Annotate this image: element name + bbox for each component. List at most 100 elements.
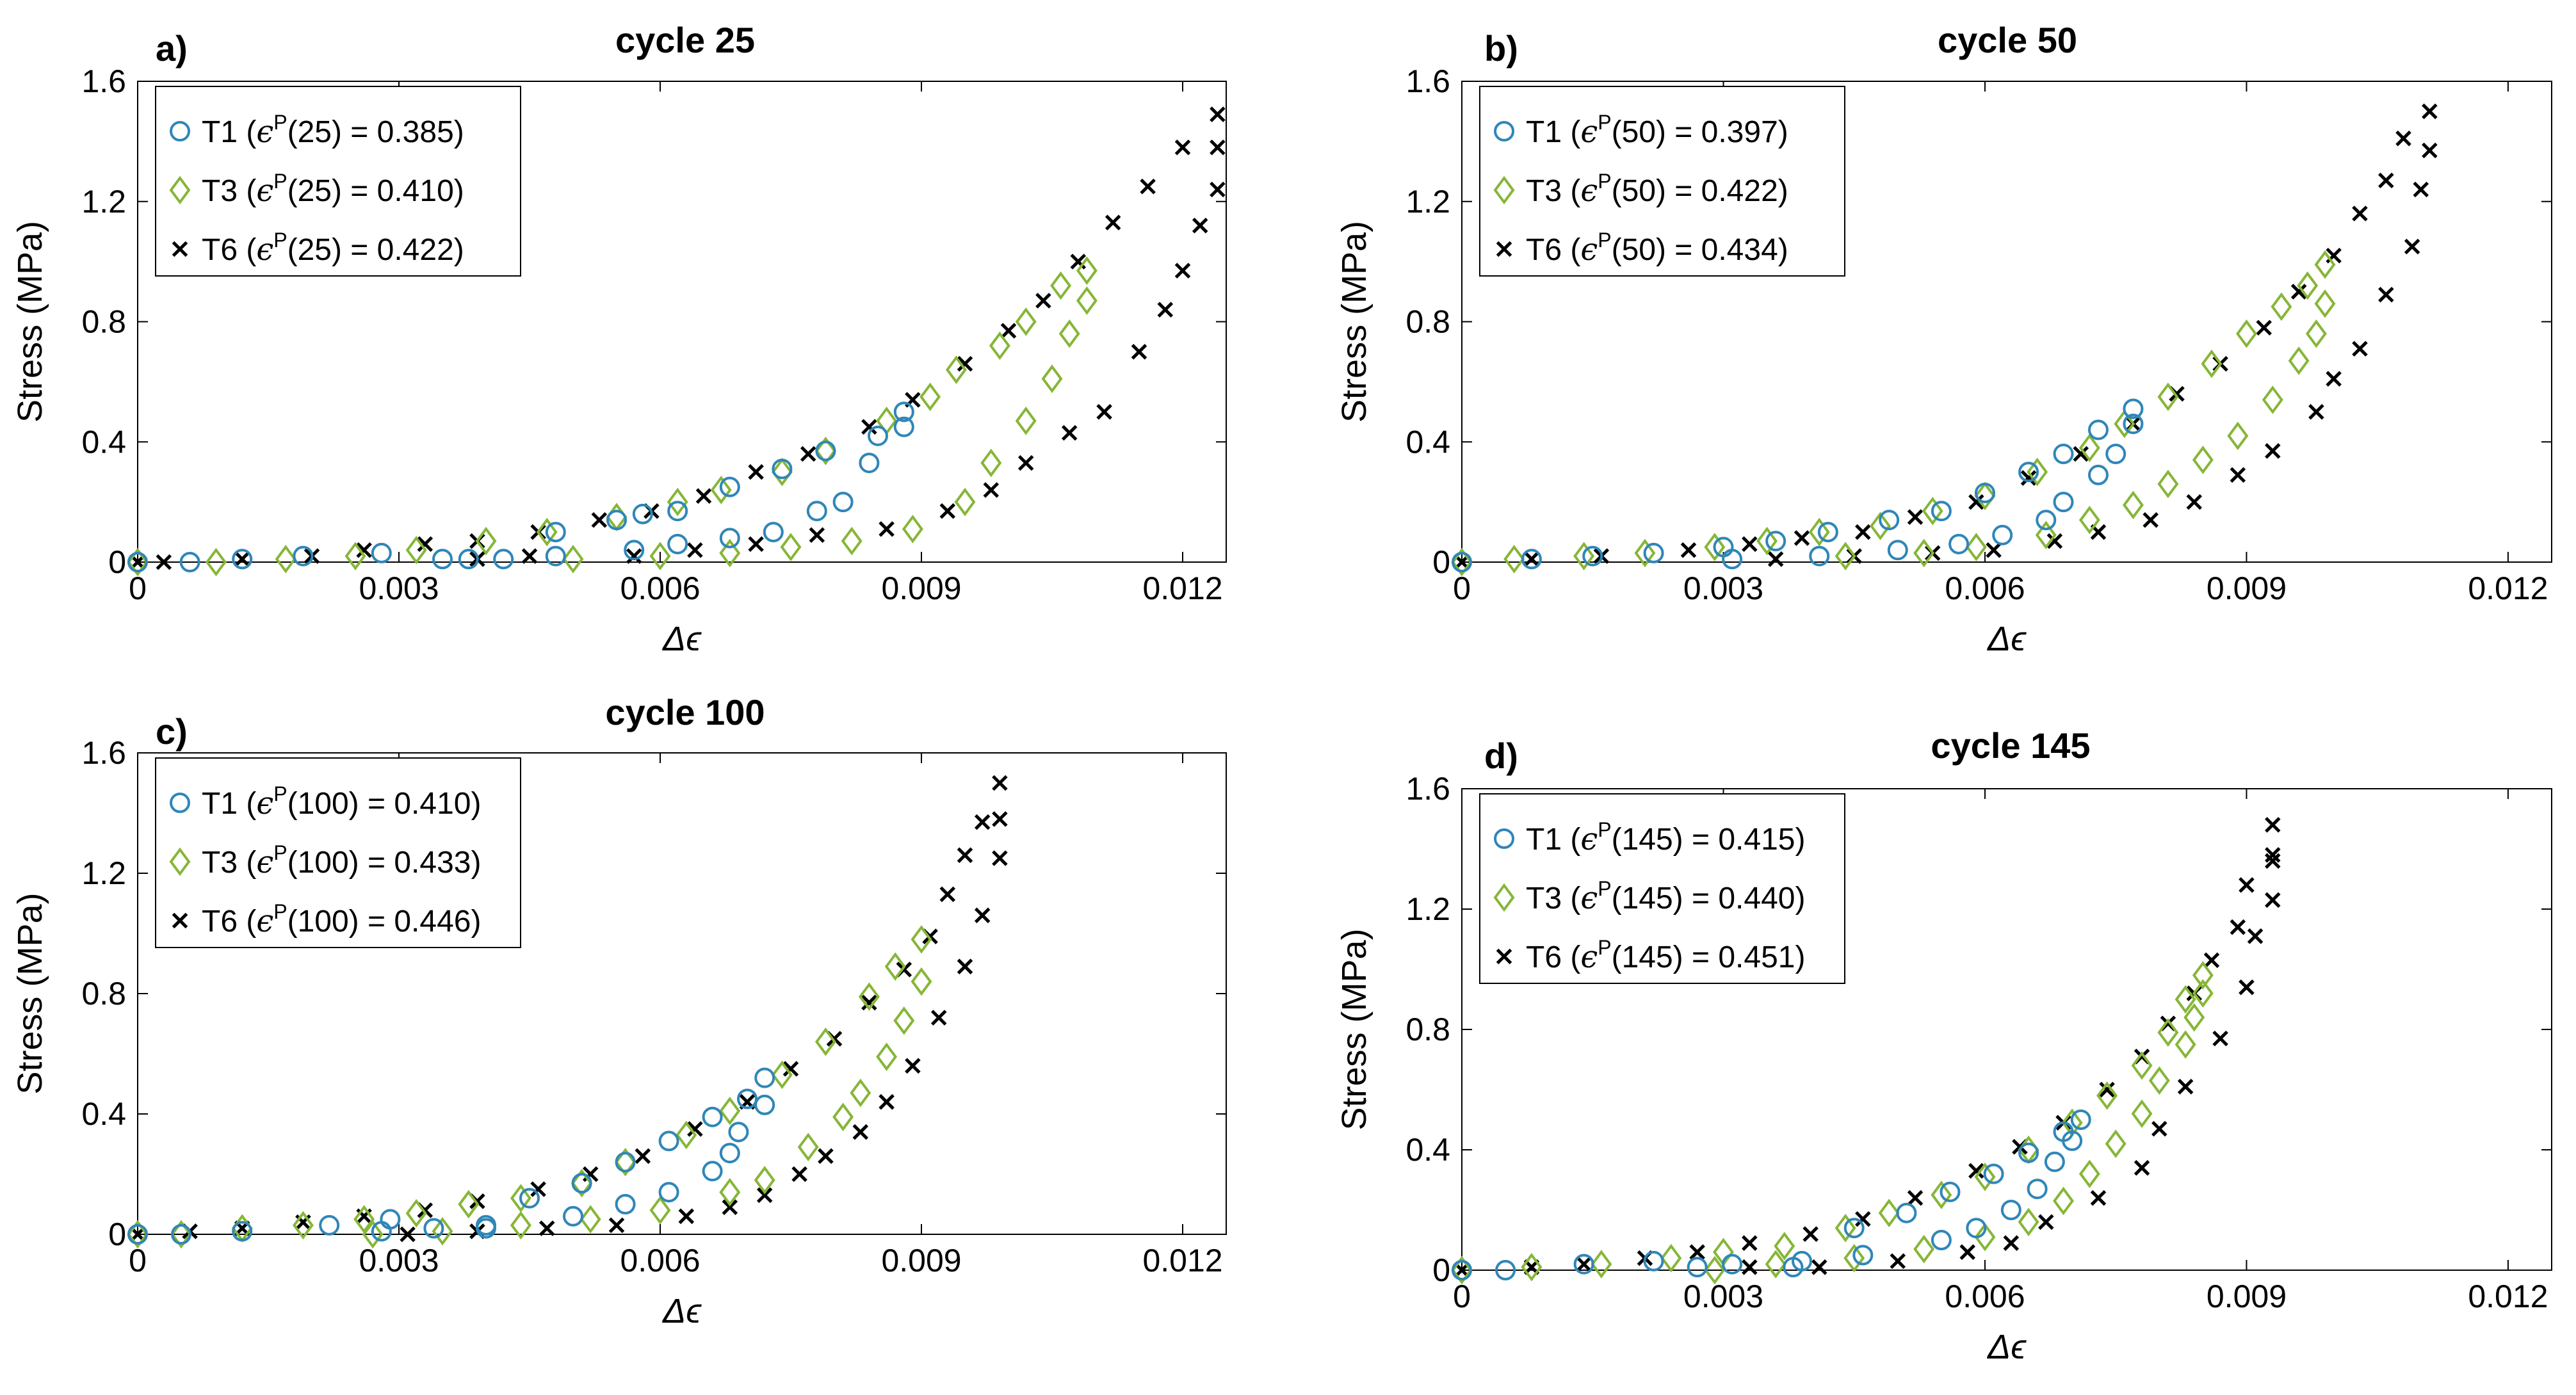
data-point-t6 [782,1061,799,1077]
y-tick-label: 0 [108,1216,126,1252]
data-point-t6 [818,1148,834,1165]
data-point-t3 [2078,506,2100,535]
legend: T1 (ϵP(100) = 0.410) T3 (ϵP(100) = 0.433)… [155,757,521,948]
data-point-t6 [678,1208,695,1225]
data-point-t6 [1986,542,2002,558]
data-point-t1 [458,549,479,570]
data-point-t3 [2227,421,2249,451]
legend-entry-t6: T6 (ϵP(100) = 0.446) [172,900,481,939]
data-point-t3 [2035,520,2057,550]
data-point-t1 [171,1224,191,1245]
data-point-t3 [2262,385,2283,414]
data-point-t1 [1643,1250,1664,1271]
data-point-t1 [815,440,836,462]
data-point-t6 [1968,1163,1984,1179]
data-point-t3 [2148,1066,2170,1095]
data-point-t3 [1965,533,1987,561]
data-point-t3 [2288,346,2310,375]
data-point-t1 [493,549,514,570]
data-point-t1 [719,528,740,549]
data-point-t6 [156,554,172,570]
panel-letter: a) [156,28,188,69]
data-point-t3 [275,545,296,574]
data-point-t6 [748,536,764,552]
data-point-t1 [2053,444,2074,465]
data-point-t3 [1808,517,1830,547]
data-point-t1 [563,1206,583,1227]
data-point-t3 [127,1220,149,1249]
data-point-t1 [772,458,793,480]
data-point-t3 [2314,289,2336,318]
data-point-t3 [1704,1255,1726,1285]
x-tick-label: 0.006 [620,570,700,606]
panel-letter: b) [1484,28,1518,69]
legend-label: T1 (ϵP(100) = 0.410) [202,782,481,821]
data-point-t3 [858,982,880,1011]
data-point-t3 [989,331,1010,360]
data-point-t1 [1948,533,1970,554]
data-point-t6 [1742,1259,1758,1275]
data-point-t1 [832,492,854,513]
data-point-t6 [591,512,608,528]
x-tick-label: 0 [1453,1278,1471,1314]
legend-entry-t3: T3 (ϵP(25) = 0.410) [169,170,464,209]
data-point-t3 [2131,1051,2153,1080]
y-axis-title: Stress (MPa) [1335,928,1373,1130]
data-point-t3 [980,448,1002,478]
data-point-t6 [2256,319,2272,336]
data-point-t1 [728,1122,749,1143]
data-point-t3 [884,952,906,981]
data-point-t6 [957,355,973,372]
legend-label: T3 (ϵP(50) = 0.422) [1526,170,1788,209]
x-axis-title: Δϵ [1986,620,2027,658]
y-tick-label: 0.4 [1405,1132,1450,1168]
data-point-t1 [893,416,914,437]
x-tick-label: 0.006 [1945,1278,2025,1314]
data-point-t3 [2157,469,2179,499]
data-point-t3 [814,437,836,465]
data-point-t6 [2308,404,2324,420]
data-point-t6 [992,811,1008,827]
data-point-t3 [1704,533,1726,561]
legend-entry-t6: T6 (ϵP(50) = 0.434) [1496,229,1788,268]
legend-marker-t1 [170,793,190,813]
data-point-t1 [2018,1142,2039,1163]
panel-title: cycle 25 [615,20,755,60]
data-point-t6 [1000,323,1017,339]
data-point-t3 [2105,1129,2126,1158]
data-point-t3 [2314,250,2336,279]
data-point-t6 [2326,371,2342,387]
x-tick-label: 0.012 [2468,570,2548,606]
data-point-t6 [974,907,991,924]
data-point-t1 [571,1173,592,1194]
legend-entry-t6: T6 (ϵP(25) = 0.422) [172,229,464,268]
legend-label: T3 (ϵP(100) = 0.433) [202,841,481,880]
y-tick-label: 0.4 [1405,424,1450,460]
data-point-t3 [771,1060,793,1090]
data-point-t6 [1959,1244,1975,1261]
legend-marker-t6 [172,241,188,257]
data-point-t6 [417,536,433,552]
data-point-t3 [127,547,149,577]
data-point-t1 [658,1131,679,1152]
data-point-t3 [719,1177,741,1207]
data-point-t3 [2201,349,2223,378]
data-point-t1 [1452,1260,1472,1280]
data-point-t1 [719,1143,740,1164]
legend-entry-t3: T3 (ϵP(50) = 0.422) [1493,170,1788,209]
data-point-t6 [791,1166,807,1182]
data-point-t6 [1174,139,1191,156]
data-point-t3 [676,1120,697,1150]
y-tick-label: 0 [1432,544,1450,580]
legend: T1 (ϵP(25) = 0.385) T3 (ϵP(25) = 0.410) T6… [155,86,521,277]
data-point-t3 [2192,979,2214,1008]
y-tick-label: 0.8 [81,976,126,1012]
data-point-t3 [1835,542,1856,570]
data-point-t3 [893,1006,915,1035]
series-T3 [127,925,932,1249]
x-tick-label: 0.009 [2207,570,2287,606]
data-point-t1 [371,1221,392,1242]
data-point-t1 [868,425,888,446]
data-point-t1 [1495,1260,1516,1280]
y-tick-label: 0.8 [1405,1012,1450,1047]
